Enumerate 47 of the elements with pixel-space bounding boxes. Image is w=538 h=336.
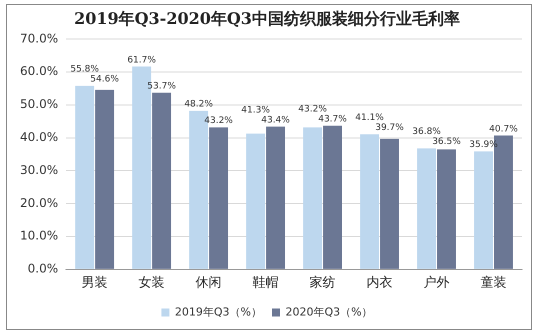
bar (323, 126, 342, 269)
data-label: 39.7% (375, 123, 404, 134)
legend-label: 2019年Q3（%） (174, 305, 262, 318)
bar (246, 134, 266, 269)
y-tick-label: 50.0% (20, 97, 58, 112)
data-label: 43.7% (318, 114, 348, 125)
data-label: 61.7% (127, 55, 156, 66)
chart-title: 2019年Q3-2020年Q3中国纺织服装细分行业毛利率 (74, 8, 460, 28)
y-tick-label: 20.0% (20, 196, 58, 210)
data-label: 43.4% (261, 116, 290, 126)
bar (209, 127, 228, 269)
data-label: 36.8% (412, 127, 442, 138)
data-label: 41.3% (241, 106, 270, 116)
y-tick-label: 60.0% (20, 64, 58, 78)
bar (360, 134, 380, 269)
data-label: 53.7% (147, 82, 176, 92)
x-tick-label: 家纺 (310, 274, 336, 291)
bar (417, 148, 436, 269)
bar (380, 138, 399, 269)
bar (75, 86, 94, 269)
y-tick-label: 10.0% (20, 228, 58, 243)
bar (95, 90, 114, 269)
x-tick-label: 女装 (138, 276, 165, 291)
x-tick-label: 户外 (424, 276, 450, 291)
x-tick-label: 鞋帽 (252, 276, 279, 291)
data-label: 36.5% (432, 137, 462, 148)
bar (266, 126, 286, 269)
bar (303, 127, 322, 269)
bar (152, 92, 172, 269)
bar (437, 149, 456, 269)
y-tick-label: 40.0% (20, 130, 58, 144)
data-label: 55.8% (70, 64, 100, 75)
legend-label: 2020年Q3（%） (286, 305, 373, 318)
data-label: 43.2% (204, 116, 234, 126)
x-tick-label: 休闲 (196, 276, 222, 291)
y-tick-label: 0.0% (28, 262, 58, 276)
data-label: 43.2% (298, 104, 328, 115)
x-tick-label: 童装 (480, 274, 507, 291)
bar (474, 151, 494, 269)
data-label: 54.6% (90, 74, 120, 85)
x-tick-label: 内衣 (366, 276, 393, 291)
data-label: 40.7% (489, 124, 518, 134)
y-tick-label: 30.0% (20, 162, 58, 177)
data-label: 48.2% (184, 100, 214, 110)
y-tick-label: 70.0% (20, 31, 58, 46)
x-tick-label: 男装 (82, 276, 108, 291)
data-label: 41.1% (355, 113, 384, 124)
